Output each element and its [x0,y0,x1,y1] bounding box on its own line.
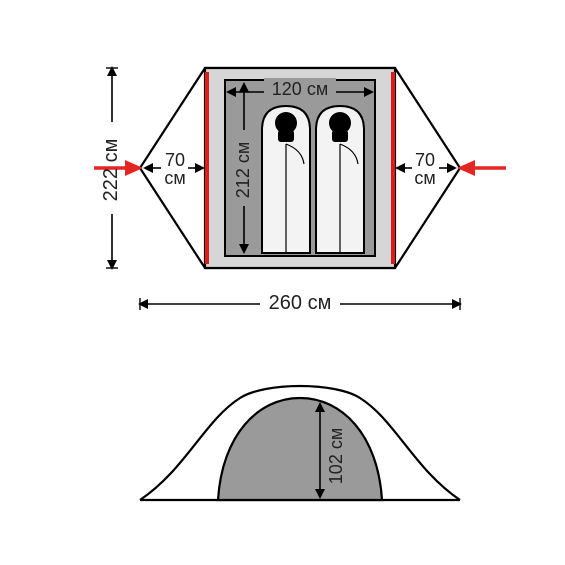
dim-inner-width-label: 120 см [272,79,328,99]
side-view: 102 см [140,386,460,500]
entry-arrow-right [457,160,506,176]
svg-text:260 см: 260 см [269,292,332,314]
svg-text:см: см [414,168,435,188]
tent-dimension-diagram: 120 см 212 см 70 см 70 см [0,0,565,565]
sleeping-bag-2 [316,106,364,253]
svg-text:70: 70 [415,150,435,170]
svg-text:см: см [164,168,185,188]
dim-inner-length-label: 212 см [233,142,253,198]
svg-text:102 см: 102 см [326,428,346,484]
svg-text:70: 70 [165,150,185,170]
tent-inner-profile [218,398,382,500]
sleeping-bag-1 [262,106,310,253]
dim-overall-height: 222 см [100,68,122,268]
dim-overall-width: 260 см [140,290,460,314]
top-view: 120 см 212 см 70 см 70 см [94,68,506,314]
svg-text:222 см: 222 см [100,139,122,202]
